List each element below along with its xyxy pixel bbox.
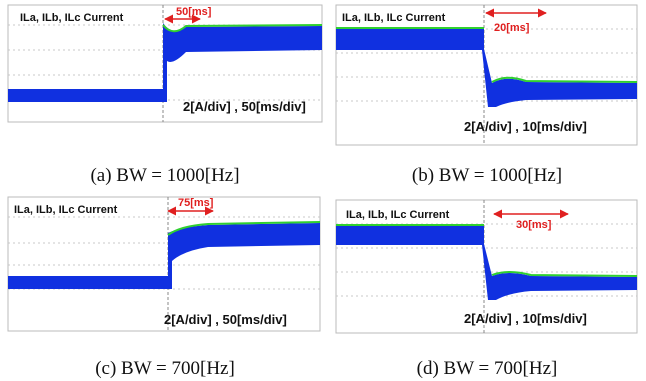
panel-title: ILa, ILb, ILc Current bbox=[20, 12, 124, 24]
figure: ILa, ILb, ILc Current 50[ms] 2[A/div] , … bbox=[0, 0, 646, 381]
caption: (a) BW = 1000[Hz] bbox=[90, 165, 239, 186]
panel-title: ILa, ILb, ILc Current bbox=[342, 12, 446, 24]
caption: (c) BW = 700[Hz] bbox=[95, 358, 235, 379]
time-marker: 50[ms] bbox=[176, 6, 212, 18]
panel-c: ILa, ILb, ILc Current 75[ms] 2[A/div] , … bbox=[8, 197, 320, 331]
caption: (d) BW = 700[Hz] bbox=[417, 358, 558, 379]
time-marker: 75[ms] bbox=[178, 197, 214, 209]
scale-label: 2[A/div] , 50[ms/div] bbox=[164, 312, 287, 327]
scale-label: 2[A/div] , 10[ms/div] bbox=[464, 119, 587, 134]
panel-title: ILa, ILb, ILc Current bbox=[346, 209, 450, 221]
caption: (b) BW = 1000[Hz] bbox=[412, 165, 562, 186]
scale-label: 2[A/div] , 10[ms/div] bbox=[464, 311, 587, 326]
scale-label: 2[A/div] , 50[ms/div] bbox=[183, 99, 306, 114]
panel-b: ILa, ILb, ILc Current 20[ms] 2[A/div] , … bbox=[336, 5, 637, 145]
time-marker: 30[ms] bbox=[516, 219, 552, 231]
panel-title: ILa, ILb, ILc Current bbox=[14, 204, 118, 216]
panel-a: ILa, ILb, ILc Current 50[ms] 2[A/div] , … bbox=[8, 5, 322, 122]
time-marker: 20[ms] bbox=[494, 22, 530, 34]
panel-d: ILa, ILb, ILc Current 30[ms] 2[A/div] , … bbox=[336, 200, 637, 333]
